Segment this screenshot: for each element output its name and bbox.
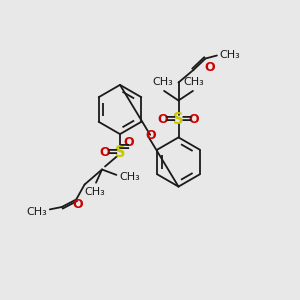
Text: O: O xyxy=(124,136,134,149)
Text: CH₃: CH₃ xyxy=(153,77,174,87)
Text: O: O xyxy=(205,61,215,74)
Text: =: = xyxy=(106,146,118,159)
Text: O: O xyxy=(189,112,200,126)
Text: O: O xyxy=(158,112,168,126)
Text: S: S xyxy=(173,112,184,127)
Text: CH₃: CH₃ xyxy=(84,187,105,197)
Text: CH₃: CH₃ xyxy=(26,207,47,217)
Text: O: O xyxy=(99,146,110,159)
Text: CH₃: CH₃ xyxy=(219,50,240,60)
Text: O: O xyxy=(145,129,156,142)
Text: CH₃: CH₃ xyxy=(183,77,204,87)
Text: =: = xyxy=(118,140,130,154)
Text: =: = xyxy=(181,112,192,126)
Text: S: S xyxy=(115,145,125,160)
Text: CH₃: CH₃ xyxy=(119,172,140,182)
Text: =: = xyxy=(165,112,176,126)
Text: O: O xyxy=(73,198,83,211)
